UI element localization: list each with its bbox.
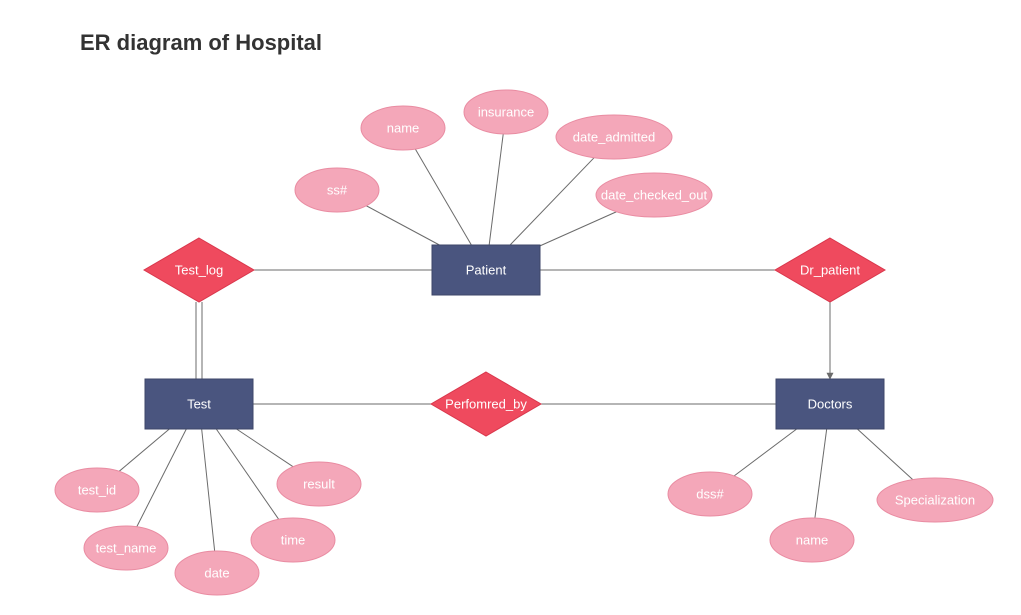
edge: [366, 206, 439, 245]
node-label: Specialization: [895, 493, 975, 508]
edge: [540, 212, 616, 246]
node-label: date_checked_out: [601, 188, 708, 203]
node-p_date_admitted: date_admitted: [556, 115, 672, 159]
node-label: Test: [187, 397, 211, 412]
node-t_test_name: test_name: [84, 526, 168, 570]
node-label: Dr_patient: [800, 263, 860, 278]
node-t_date: date: [175, 551, 259, 595]
edge: [815, 429, 827, 518]
node-dr_patient: Dr_patient: [775, 238, 885, 302]
node-label: Test_log: [175, 263, 223, 278]
edge: [510, 158, 594, 245]
node-label: test_id: [78, 483, 116, 498]
node-d_spec: Specialization: [877, 478, 993, 522]
node-p_date_checked: date_checked_out: [596, 173, 712, 217]
node-performed_by: Perfomred_by: [431, 372, 541, 436]
node-t_result: result: [277, 462, 361, 506]
node-label: name: [796, 533, 829, 548]
node-t_test_id: test_id: [55, 468, 139, 512]
node-p_name: name: [361, 106, 445, 150]
edge: [216, 429, 278, 519]
node-label: date_admitted: [573, 130, 655, 145]
edge: [489, 134, 503, 245]
node-t_time: time: [251, 518, 335, 562]
node-label: time: [281, 533, 306, 548]
node-test: Test: [145, 379, 253, 429]
node-label: insurance: [478, 105, 534, 120]
node-doctors: Doctors: [776, 379, 884, 429]
node-label: Patient: [466, 263, 507, 278]
node-label: result: [303, 477, 335, 492]
edge: [119, 429, 169, 471]
diagram-title: ER diagram of Hospital: [80, 30, 322, 55]
node-patient: Patient: [432, 245, 540, 295]
er-diagram: ER diagram of Hospital Patient Test Doctors…: [0, 0, 1021, 615]
node-p_ss: ss#: [295, 168, 379, 212]
node-label: ss#: [327, 183, 348, 198]
node-label: date: [204, 566, 229, 581]
edge: [137, 429, 187, 527]
edge: [415, 149, 471, 245]
node-test_log: Test_log: [144, 238, 254, 302]
edges-layer: [119, 134, 913, 551]
edge: [734, 429, 797, 476]
edge: [857, 429, 912, 480]
node-label: dss#: [696, 487, 724, 502]
node-label: name: [387, 121, 420, 136]
node-label: test_name: [96, 541, 157, 556]
edge: [202, 429, 215, 551]
node-label: Perfomred_by: [445, 397, 527, 412]
edge: [237, 429, 294, 467]
node-label: Doctors: [808, 397, 853, 412]
node-d_name: name: [770, 518, 854, 562]
node-p_insurance: insurance: [464, 90, 548, 134]
node-d_dss: dss#: [668, 472, 752, 516]
